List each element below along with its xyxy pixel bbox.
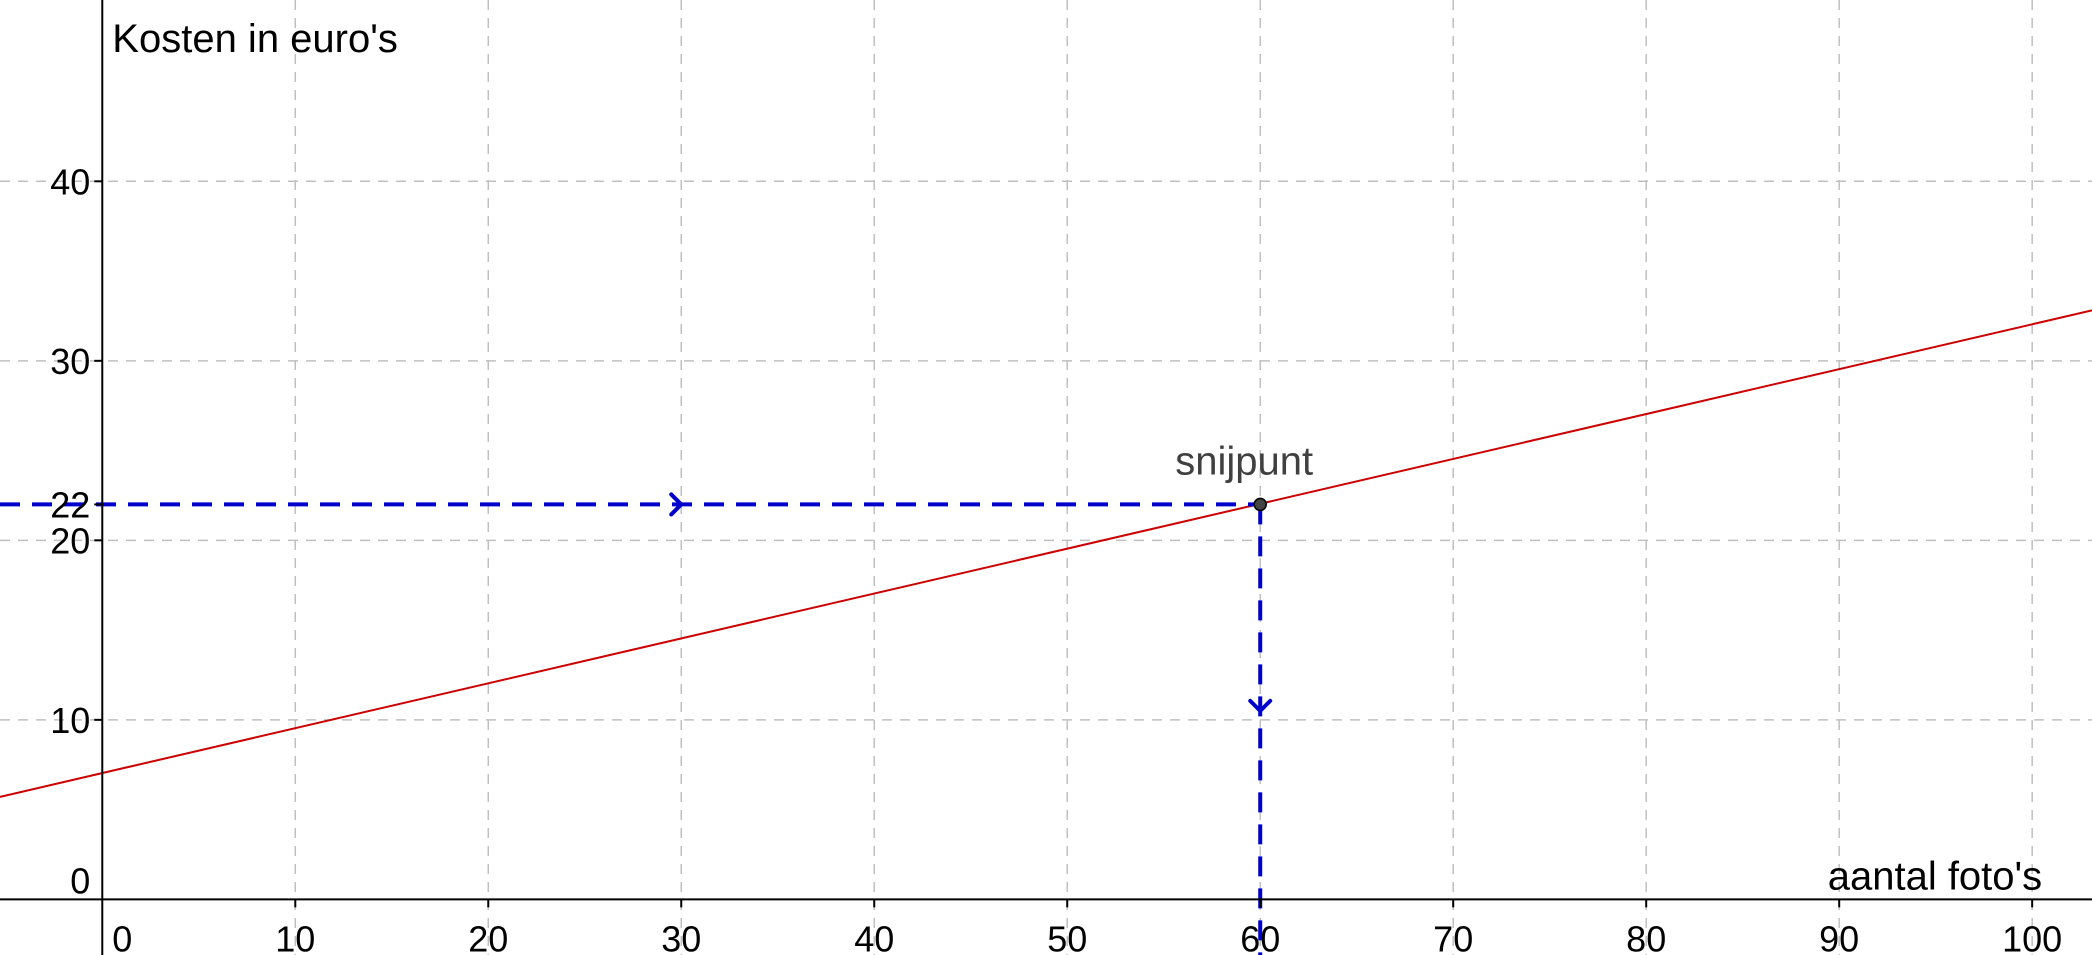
- x-tick-label-80: 80: [1626, 918, 1666, 955]
- y-tick-label-40: 40: [50, 161, 90, 202]
- intersection-point: [1253, 497, 1267, 512]
- intersection-layer: [1253, 497, 1267, 512]
- intersection-label: snijpunt: [1175, 439, 1313, 483]
- y-tick-label-0: 0: [70, 860, 90, 901]
- x-tick-label-100: 100: [2002, 918, 2062, 955]
- y-tick-label-30: 30: [50, 341, 90, 382]
- x-tick-label-20: 20: [468, 918, 508, 955]
- y-tick-label-10: 10: [50, 700, 90, 741]
- guide-arrow-right: [669, 492, 684, 517]
- cost-line-0: [0, 309, 2092, 798]
- y-tick-label-20: 20: [50, 520, 90, 561]
- x-tick-label-40: 40: [854, 918, 894, 955]
- x-tick-label-10: 10: [275, 918, 315, 955]
- x-tick-label-90: 90: [1819, 918, 1859, 955]
- x-tick-label-50: 50: [1047, 918, 1087, 955]
- y-axis-title: Kosten in euro's: [112, 17, 398, 61]
- x-tick-label-60: 60: [1240, 918, 1280, 955]
- x-tick-label-70: 70: [1433, 918, 1473, 955]
- guide-lines: [0, 492, 1273, 955]
- guide-arrow-down: [1248, 698, 1273, 713]
- cost-line-layer: [0, 309, 2092, 798]
- x-tick-label-30: 30: [661, 918, 701, 955]
- x-axis-title: aantal foto's: [1828, 854, 2042, 898]
- y-tick-label-22: 22: [50, 484, 90, 525]
- x-tick-label-0: 0: [112, 918, 132, 955]
